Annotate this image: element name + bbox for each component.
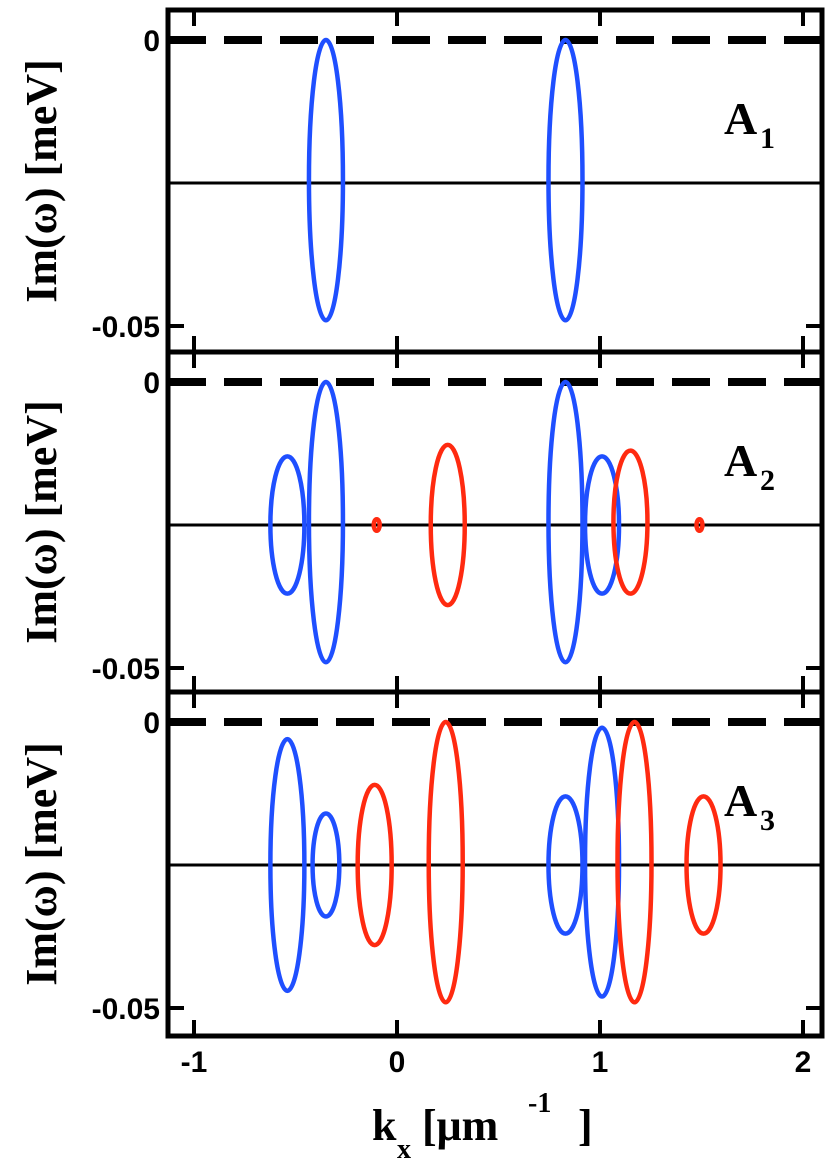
ellipse-blue-2 (546, 37, 585, 323)
ellipse-blue-1 (306, 37, 346, 323)
ellipse-blue-1 (268, 454, 307, 596)
ellipse-blue-6 (582, 454, 622, 596)
y-tick-label: -0.05 (92, 993, 160, 1026)
ellipse-blue-1 (268, 736, 307, 994)
x-tick-label: -1 (181, 1046, 208, 1079)
x-tick-label: 0 (389, 1046, 406, 1079)
panel-label-main: A (724, 435, 757, 486)
x-axis-title-main: k (372, 1101, 397, 1150)
y-axis-title: Im(ω) [meV] (17, 400, 66, 644)
panel-1: 0 -0.05 A 1 Im(ω) [meV] (17, 7, 825, 355)
y-axis-title: Im(ω) [meV] (17, 59, 66, 303)
x-tick-label: 2 (795, 1046, 812, 1079)
ellipse-red-7 (611, 448, 650, 596)
panel-label-main: A (724, 93, 757, 144)
panel-label-sub: 3 (760, 804, 775, 837)
y-tick-label: 0 (143, 707, 160, 740)
x-axis-title-sup: -1 (528, 1088, 551, 1119)
ellipse-red-3 (371, 517, 382, 533)
x-axis-title-sub: x (397, 1134, 411, 1165)
y-tick-label: -0.05 (92, 311, 160, 344)
ellipse-blue-5 (546, 379, 585, 665)
panel-2: 0 -0.05 A 2 Im(ω) [meV] (17, 349, 825, 695)
x-axis: -1 0 1 2 (181, 1046, 812, 1079)
panel-frame (165, 7, 825, 355)
ellipse-red-4 (426, 719, 465, 1005)
ellipse-red-8 (684, 794, 723, 936)
ellipse-blue-6 (582, 725, 622, 999)
ellipse-red-7 (615, 719, 654, 1005)
ellipse-red-4 (428, 442, 467, 608)
panel-3: 0 -0.05 A 3 Im(ω) [meV] (17, 689, 825, 1039)
y-tick-label: -0.05 (92, 653, 160, 686)
ellipse-blue-2 (306, 379, 346, 665)
y-tick-label: 0 (143, 367, 160, 400)
x-axis-title-close: ] (578, 1101, 593, 1150)
panel-label-sub: 1 (760, 122, 775, 155)
y-axis-title: Im(ω) [meV] (17, 742, 66, 986)
panel-frame (165, 349, 825, 695)
x-axis-title-unit: [μm (422, 1101, 498, 1150)
panel-label-main: A (724, 775, 757, 826)
panels-layer: 0-0.05A 1Im(ω) [meV]0-0.05A 2Im(ω) [meV]0-… (17, 7, 825, 1039)
ellipse-red-8 (694, 517, 705, 533)
y-tick-label: 0 (143, 25, 160, 58)
ellipse-blue-5 (546, 794, 585, 936)
ellipse-blue-2 (310, 811, 342, 919)
x-tick-label: 1 (592, 1046, 609, 1079)
panel-label-sub: 2 (760, 464, 775, 497)
ellipse-red-3 (355, 782, 394, 948)
x-axis-title: k x [μm -1 ] (372, 1088, 593, 1165)
